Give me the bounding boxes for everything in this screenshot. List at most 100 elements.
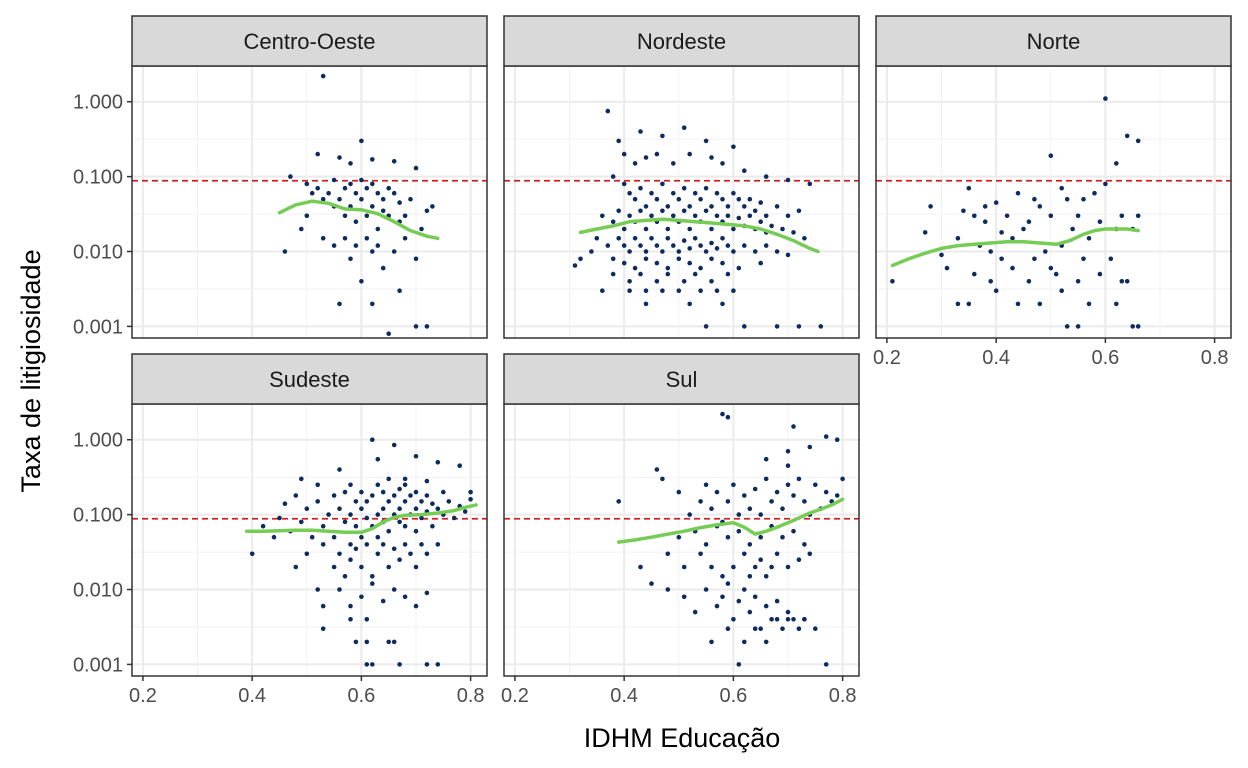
- data-point: [752, 486, 758, 492]
- data-point: [375, 226, 381, 232]
- data-point: [692, 190, 698, 196]
- data-point: [364, 499, 370, 504]
- data-point: [391, 493, 397, 498]
- data-point: [408, 493, 413, 498]
- data-point: [616, 236, 621, 241]
- data-point: [769, 617, 774, 622]
- data-point: [638, 564, 643, 570]
- data-point: [780, 534, 785, 540]
- data-point: [1135, 213, 1141, 219]
- data-point: [572, 263, 578, 268]
- data-point: [671, 190, 676, 196]
- data-point: [703, 324, 709, 329]
- data-point: [638, 243, 643, 248]
- data-point: [758, 200, 763, 205]
- data-point: [359, 594, 364, 600]
- panel-background: [876, 66, 1231, 338]
- trend-line: [277, 199, 440, 241]
- data-point: [769, 564, 774, 570]
- data-point: [807, 181, 813, 187]
- data-point: [747, 542, 753, 547]
- data-point: [359, 564, 364, 570]
- data-point: [337, 587, 342, 592]
- data-point: [649, 190, 654, 196]
- data-point: [731, 288, 736, 294]
- data-point: [1026, 219, 1032, 224]
- data-point: [687, 246, 692, 251]
- scatter-points: [616, 411, 845, 667]
- data-point: [299, 226, 304, 232]
- data-point: [966, 185, 972, 191]
- data-point: [304, 213, 310, 219]
- facet-strip-label: Sudeste: [269, 367, 350, 392]
- panel-background: [504, 404, 859, 676]
- x-tick-label: 0.8: [829, 685, 857, 707]
- data-point: [785, 617, 791, 622]
- data-point: [375, 456, 381, 462]
- data-point: [725, 204, 731, 209]
- data-point: [451, 515, 457, 521]
- data-point: [353, 190, 359, 196]
- data-point: [348, 181, 353, 187]
- data-point: [1048, 153, 1054, 158]
- data-point: [698, 196, 703, 202]
- data-point: [1026, 279, 1032, 284]
- data-point: [654, 279, 660, 284]
- data-point: [337, 196, 342, 202]
- data-point: [681, 594, 687, 600]
- data-point: [709, 564, 714, 570]
- data-point: [665, 265, 671, 271]
- data-point: [807, 551, 813, 557]
- x-tick-label: 0.4: [610, 685, 638, 707]
- facet-panel-nordeste: Nordeste: [503, 15, 860, 339]
- data-point: [791, 617, 796, 622]
- data-point: [725, 213, 731, 219]
- data-point: [402, 482, 408, 488]
- data-point: [370, 204, 375, 209]
- data-point: [731, 617, 736, 622]
- data-point: [441, 489, 446, 495]
- data-point: [621, 260, 627, 266]
- data-point: [834, 437, 840, 443]
- data-point: [600, 288, 605, 294]
- panel-grid: [504, 66, 859, 338]
- data-point: [309, 534, 315, 540]
- data-point: [709, 240, 714, 246]
- data-point: [961, 208, 966, 214]
- data-point: [413, 564, 419, 570]
- data-point: [375, 551, 381, 557]
- facet-strip-label: Centro-Oeste: [243, 29, 375, 54]
- data-point: [627, 279, 632, 284]
- data-point: [304, 506, 310, 512]
- data-point: [791, 493, 796, 498]
- data-point: [813, 482, 818, 488]
- data-point: [610, 256, 616, 262]
- data-point: [419, 515, 424, 521]
- data-point: [375, 190, 381, 196]
- x-axis-ticks: 0.2 0.4 0.6 0.8 0.2 0.4 0.6 0.8 0.2 0.4 0.6 0.8: [129, 338, 1229, 707]
- data-point: [320, 542, 326, 547]
- data-point: [320, 603, 326, 609]
- data-point: [988, 249, 993, 254]
- data-point: [687, 301, 692, 307]
- data-point: [621, 151, 627, 157]
- data-point: [703, 138, 709, 144]
- data-point: [676, 534, 682, 540]
- data-point: [397, 662, 402, 667]
- data-point: [780, 506, 785, 512]
- data-point: [1075, 324, 1081, 329]
- data-point: [419, 499, 424, 504]
- data-point: [353, 499, 359, 504]
- data-point: [364, 185, 370, 191]
- data-point: [380, 542, 386, 547]
- x-tick-label: 0.4: [238, 685, 266, 707]
- data-point: [1048, 213, 1054, 219]
- data-point: [698, 499, 703, 504]
- data-point: [621, 243, 627, 248]
- data-point: [391, 546, 397, 552]
- data-point: [364, 236, 370, 241]
- data-point: [391, 159, 397, 164]
- data-point: [627, 288, 632, 294]
- data-point: [616, 499, 621, 504]
- data-point: [370, 437, 375, 443]
